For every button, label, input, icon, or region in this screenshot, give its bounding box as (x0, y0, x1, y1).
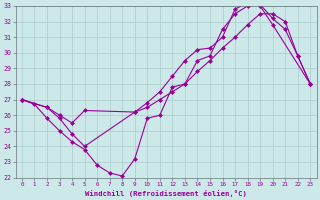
X-axis label: Windchill (Refroidissement éolien,°C): Windchill (Refroidissement éolien,°C) (85, 190, 247, 197)
